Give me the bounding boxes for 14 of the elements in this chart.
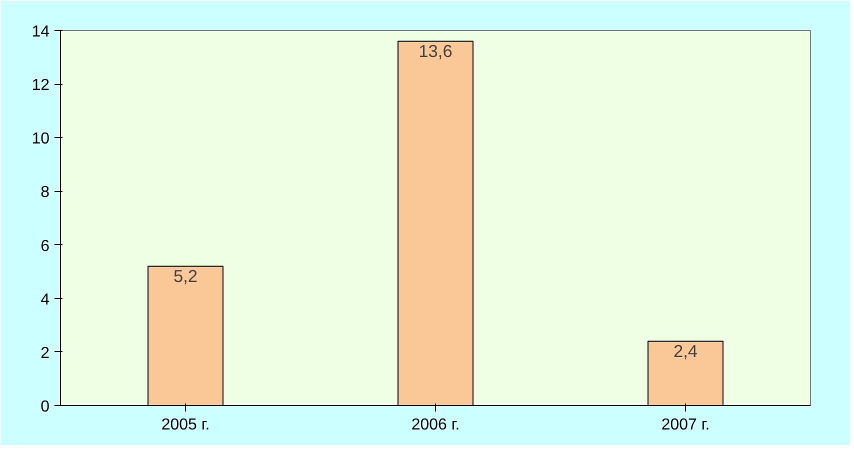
data-label: 5,2 <box>173 266 198 286</box>
data-label: 2,4 <box>673 341 698 362</box>
y-tick-label: 12 <box>32 77 50 94</box>
y-tick-label: 2 <box>40 344 50 362</box>
y-tick-label: 14 <box>32 24 50 40</box>
data-label: 13,6 <box>418 41 452 62</box>
y-tick-label: 10 <box>32 130 50 148</box>
x-tick-label: 2006 г. <box>411 416 460 434</box>
x-tick-label: 2005 г. <box>161 416 210 434</box>
y-tick-label: 6 <box>40 238 50 255</box>
y-tick-label: 8 <box>40 184 50 202</box>
y-tick-label: 0 <box>40 398 50 416</box>
x-tick-label: 2007 г. <box>661 416 710 434</box>
y-tick-label: 4 <box>40 291 50 308</box>
